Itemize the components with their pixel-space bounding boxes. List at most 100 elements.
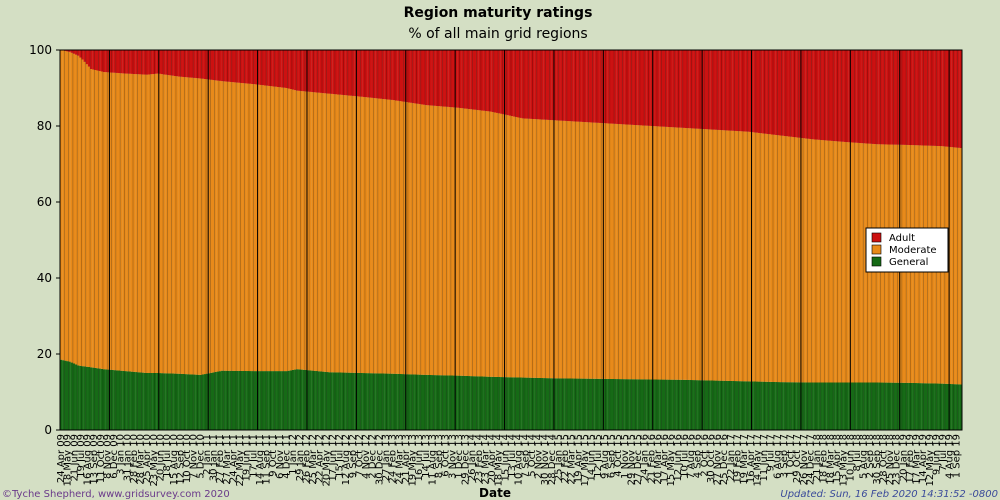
bar-moderate	[835, 141, 838, 383]
bar-general	[562, 378, 565, 430]
bar-adult	[495, 50, 499, 113]
bar-adult	[764, 50, 767, 134]
bar-adult	[163, 50, 166, 75]
bar-general	[541, 378, 544, 430]
bar-adult	[949, 50, 952, 147]
bar-adult	[642, 50, 645, 126]
bar-adult	[306, 50, 310, 92]
bar-adult	[231, 50, 235, 83]
bar-moderate	[536, 119, 539, 378]
bar-general	[676, 379, 679, 430]
bar-general	[352, 372, 355, 430]
bar-moderate	[285, 88, 288, 372]
bar-moderate	[564, 120, 567, 379]
bar-adult	[186, 50, 189, 78]
x-tick-label: 6 Oct 13	[441, 434, 452, 477]
x-tick-label: 9 Oct 11	[268, 434, 279, 477]
bar-moderate	[386, 99, 389, 374]
x-tick-label: 30 Oct 16	[706, 434, 717, 483]
bar-general	[72, 363, 76, 430]
bar-adult	[878, 50, 881, 145]
bar-general	[422, 374, 426, 430]
bar-adult	[472, 50, 475, 110]
bar-moderate	[614, 123, 617, 380]
bar-adult	[695, 50, 698, 129]
x-tick-label: 24 Apr 09	[56, 434, 67, 483]
bar-moderate	[416, 103, 419, 375]
bar-general	[158, 373, 161, 430]
bar-moderate	[328, 93, 331, 373]
x-tick-label: 9 Jul 17	[766, 434, 777, 472]
bar-adult	[644, 50, 647, 126]
bar-moderate	[70, 52, 73, 363]
bar-moderate	[259, 84, 262, 372]
bar-general	[815, 382, 819, 430]
bar-moderate	[560, 120, 563, 379]
x-tick-label: 16 Jun 13	[414, 434, 425, 481]
bar-adult	[959, 50, 963, 149]
bar-adult	[397, 50, 400, 101]
bar-moderate	[90, 69, 93, 368]
x-tick-label: 3 Nov 13	[447, 434, 458, 479]
bar-general	[721, 380, 724, 430]
bar-general	[848, 382, 851, 430]
bar-general	[332, 372, 335, 430]
bar-general	[530, 377, 533, 430]
bar-moderate	[463, 108, 466, 376]
bar-adult	[715, 50, 718, 130]
bar-general	[734, 381, 737, 430]
bar-adult	[577, 50, 580, 122]
x-tick-label: 2 Dec 12	[368, 434, 379, 479]
bar-general	[240, 370, 243, 430]
bar-adult	[276, 50, 280, 87]
bar-general	[182, 373, 185, 430]
bar-general	[427, 374, 430, 430]
bar-general	[208, 373, 211, 430]
bar-general	[124, 371, 127, 430]
bar-general	[852, 382, 855, 430]
bar-adult	[446, 50, 449, 107]
bar-general	[657, 379, 660, 430]
bar-adult	[901, 50, 905, 145]
bar-moderate	[575, 121, 578, 379]
bar-moderate	[635, 125, 638, 380]
bar-adult	[358, 50, 361, 97]
bar-adult	[912, 50, 915, 146]
x-tick-label: 3 Sep 17	[779, 434, 790, 478]
bar-general	[429, 375, 432, 430]
bar-moderate	[345, 95, 348, 373]
bar-moderate	[642, 125, 645, 380]
bar-general	[669, 379, 673, 430]
bar-general	[446, 375, 449, 430]
x-tick-label: 19 Jun 11	[242, 434, 253, 481]
bar-moderate	[233, 82, 237, 371]
x-tick-label: 27 Jan 13	[381, 434, 392, 481]
legend-swatch-moderate	[871, 244, 882, 255]
bar-general	[684, 379, 688, 430]
legend-label-general: General	[889, 257, 928, 268]
bar-general	[586, 378, 589, 430]
bar-general	[624, 379, 628, 430]
bar-adult	[538, 50, 542, 120]
bar-general	[276, 371, 280, 430]
x-tick-label: 18 Feb 18	[819, 434, 830, 484]
bar-general	[165, 373, 168, 430]
bar-general	[221, 370, 224, 430]
bar-general	[609, 378, 612, 430]
bar-adult	[757, 50, 761, 133]
bar-general	[904, 382, 907, 430]
bar-general	[639, 379, 643, 430]
bar-general	[289, 370, 292, 430]
bar-moderate	[373, 98, 376, 374]
x-tick-label: 19 Apr 15	[573, 434, 584, 483]
bar-general	[468, 376, 471, 430]
bar-general	[279, 371, 282, 430]
bar-adult	[457, 50, 460, 108]
bar-moderate	[137, 74, 140, 373]
x-tick-label: 10 Jul 16	[679, 434, 690, 478]
bar-moderate	[654, 126, 658, 380]
bar-adult	[648, 50, 651, 126]
bar-adult	[244, 50, 247, 84]
legend-label-adult: Adult	[889, 233, 915, 244]
x-tick-label: 9 Sep 12	[348, 434, 359, 478]
